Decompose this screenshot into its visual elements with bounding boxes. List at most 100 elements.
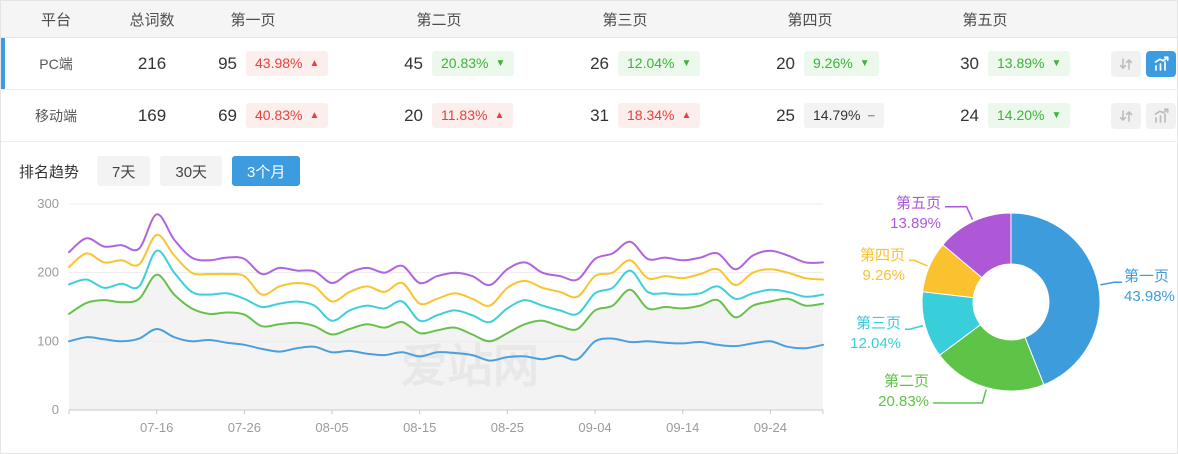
page5-count: 24 (960, 105, 979, 125)
trend-chart-icon (1154, 56, 1169, 71)
page2-count: 20 (404, 105, 423, 125)
donut-label-name: 第五页 (895, 195, 941, 212)
column-header-page2: 第二页 (416, 11, 462, 29)
page5-percent-badge: 14.20% (988, 103, 1071, 128)
platform-name: 移动端 (35, 107, 77, 124)
sort-updown-button[interactable] (1111, 50, 1141, 77)
trend-header: 排名趋势 7天 30天 3个月 (1, 142, 1177, 186)
watermark: 爱站网 (401, 340, 539, 392)
donut-label-第四页: 第四页 9.26% (843, 246, 905, 286)
page2-count: 45 (404, 53, 423, 73)
x-tick-label: 07-16 (140, 420, 173, 435)
row-actions (1101, 50, 1177, 77)
x-tick-label: 08-05 (315, 420, 348, 435)
donut-label-percent: 12.04% (850, 335, 901, 352)
page2-cell: 20 11.83% (379, 103, 565, 128)
series-line (68, 328, 824, 362)
page4-percent-badge: 14.79% (804, 103, 885, 128)
platform-name: PC端 (39, 55, 73, 72)
column-header-page5: 第五页 (962, 11, 1008, 29)
donut-label-percent: 43.98% (1124, 288, 1175, 305)
page1-count: 95 (218, 53, 237, 73)
y-tick-label: 100 (37, 333, 59, 348)
donut-slice-第二页 (938, 324, 1045, 392)
page3-count: 26 (590, 53, 609, 73)
donut-label-第五页: 第五页 13.89% (859, 194, 941, 234)
donut-label-percent: 9.26% (862, 267, 905, 284)
page3-percent-badge: 18.34% (618, 103, 701, 128)
column-header-page1: 第一页 (230, 11, 276, 29)
page3-count: 31 (590, 105, 609, 125)
donut-label-第三页: 第三页 12.04% (839, 314, 901, 354)
tab-30-days[interactable]: 30天 (160, 156, 223, 186)
column-header-total-words: 总词数 (129, 11, 175, 29)
tab-7-days[interactable]: 7天 (97, 156, 151, 186)
donut-leader-line (945, 206, 974, 220)
rank-trend-line-chart: 爱站网 07-16 07-26 08-05 08-15 08-25 09-04 09-14 09… (37, 196, 824, 435)
page3-cell: 31 18.34% (565, 103, 751, 128)
table-row-pc[interactable]: PC端 216 95 43.98% 45 20.83% 26 12.04% 20… (1, 38, 1177, 90)
donut-leader-line (1100, 281, 1122, 286)
page5-count: 30 (960, 53, 979, 73)
donut-leader-line (933, 389, 987, 404)
page4-count: 25 (776, 105, 795, 125)
table-row-mobile[interactable]: 移动端 169 69 40.83% 20 11.83% 31 18.34% 25… (1, 90, 1177, 142)
sort-updown-icon (1119, 109, 1133, 122)
total-words-value: 169 (137, 105, 167, 125)
page-distribution-donut-wrap: 第一页 43.98% 第二页 20.83% 第三页 12.04% 第四页 9.26% 第五页 13… (839, 172, 1177, 453)
sort-updown-button[interactable] (1111, 102, 1141, 129)
donut-leader-line (909, 259, 928, 267)
y-tick-label: 200 (37, 265, 59, 280)
column-header-page4: 第四页 (787, 11, 833, 29)
donut-slice-第一页 (1010, 212, 1101, 386)
page3-cell: 26 12.04% (565, 51, 751, 76)
page2-percent-badge: 20.83% (432, 51, 515, 76)
rank-trend-section: 排名趋势 7天 30天 3个月 爱站网 07-16 07-26 08-05 08-15 0… (1, 142, 1177, 453)
page4-count: 20 (776, 53, 795, 73)
area-fill (69, 274, 823, 410)
sort-updown-icon (1119, 57, 1133, 70)
donut-slice-第五页 (942, 212, 1012, 279)
series-line (68, 233, 824, 307)
trend-chart-button[interactable] (1146, 102, 1176, 129)
page5-cell: 30 13.89% (935, 51, 1101, 76)
page2-cell: 45 20.83% (379, 51, 565, 76)
donut-label-name: 第二页 (883, 373, 929, 390)
row-actions (1101, 102, 1177, 129)
donut-label-name: 第一页 (1124, 268, 1170, 285)
page3-percent-badge: 12.04% (618, 51, 701, 76)
donut-label-第二页: 第二页 20.83% (849, 372, 929, 412)
page-distribution-donut-chart (905, 206, 1122, 404)
trend-section-title: 排名趋势 (19, 163, 80, 181)
page4-cell: 20 9.26% (751, 51, 935, 76)
page1-cell: 69 40.83% (193, 103, 379, 128)
donut-leader-line (905, 324, 924, 330)
trend-chart-button[interactable] (1146, 50, 1176, 77)
page5-percent-badge: 13.89% (988, 51, 1071, 76)
y-tick-label: 300 (37, 196, 59, 211)
series-line (68, 213, 824, 287)
page1-count: 69 (218, 105, 237, 125)
x-tick-label: 09-24 (754, 420, 787, 435)
page2-percent-badge: 11.83% (432, 103, 514, 128)
page1-cell: 95 43.98% (193, 51, 379, 76)
donut-label-percent: 20.83% (878, 393, 929, 410)
page5-cell: 24 14.20% (935, 103, 1101, 128)
page1-percent-badge: 43.98% (246, 51, 329, 76)
donut-label-name: 第三页 (855, 315, 901, 332)
column-header-page3: 第三页 (602, 11, 648, 29)
page4-percent-badge: 9.26% (804, 51, 879, 76)
donut-label-第一页: 第一页 43.98% (1124, 267, 1177, 307)
total-words-value: 216 (137, 53, 167, 73)
x-tick-label: 07-26 (228, 420, 261, 435)
tab-3-months[interactable]: 3个月 (232, 156, 301, 186)
donut-label-percent: 13.89% (890, 215, 941, 232)
trend-chart-icon (1154, 108, 1169, 123)
page4-cell: 25 14.79% (751, 103, 935, 128)
donut-label-name: 第四页 (859, 247, 905, 264)
series-line (68, 249, 824, 324)
x-tick-label: 09-04 (578, 420, 611, 435)
x-tick-label: 09-14 (666, 420, 699, 435)
x-tick-label: 08-25 (491, 420, 524, 435)
